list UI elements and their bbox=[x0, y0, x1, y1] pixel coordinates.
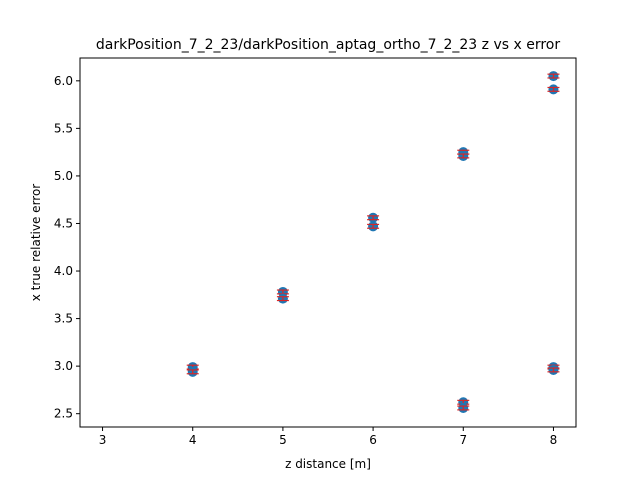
x-tick-label: 8 bbox=[550, 433, 558, 447]
x-tick-label: 5 bbox=[279, 433, 287, 447]
y-tick-label: 2.5 bbox=[54, 407, 73, 421]
x-axis-ticks: 3 4 5 6 7 8 bbox=[99, 427, 558, 447]
y-axis-ticks: 2.5 3.0 3.5 4.0 4.5 5.0 5.5 6.0 bbox=[54, 74, 80, 421]
y-tick-label: 4.5 bbox=[54, 216, 73, 230]
y-axis-label: x true relative error bbox=[29, 184, 43, 302]
y-tick-label: 3.0 bbox=[54, 359, 73, 373]
plot-area bbox=[80, 58, 576, 427]
plot-frame bbox=[79, 57, 577, 428]
data-point bbox=[457, 150, 470, 161]
y-tick-label: 3.5 bbox=[54, 312, 73, 326]
x-tick-label: 4 bbox=[189, 433, 197, 447]
data-point bbox=[547, 71, 560, 82]
data-point bbox=[367, 212, 380, 223]
data-point bbox=[547, 364, 560, 375]
x-axis-label: z distance [m] bbox=[285, 457, 371, 471]
x-tick-label: 3 bbox=[99, 433, 107, 447]
data-point bbox=[547, 84, 560, 95]
data-point bbox=[457, 402, 470, 413]
y-tick-label: 6.0 bbox=[54, 74, 73, 88]
data-point bbox=[186, 366, 199, 377]
y-tick-label: 5.5 bbox=[54, 121, 73, 135]
data-point bbox=[367, 221, 380, 232]
data-point bbox=[276, 293, 289, 304]
data-marks bbox=[186, 71, 560, 413]
x-tick-label: 6 bbox=[369, 433, 377, 447]
x-tick-label: 7 bbox=[459, 433, 467, 447]
y-tick-label: 5.0 bbox=[54, 169, 73, 183]
y-tick-label: 4.0 bbox=[54, 264, 73, 278]
chart-title: darkPosition_7_2_23/darkPosition_aptag_o… bbox=[96, 37, 560, 53]
